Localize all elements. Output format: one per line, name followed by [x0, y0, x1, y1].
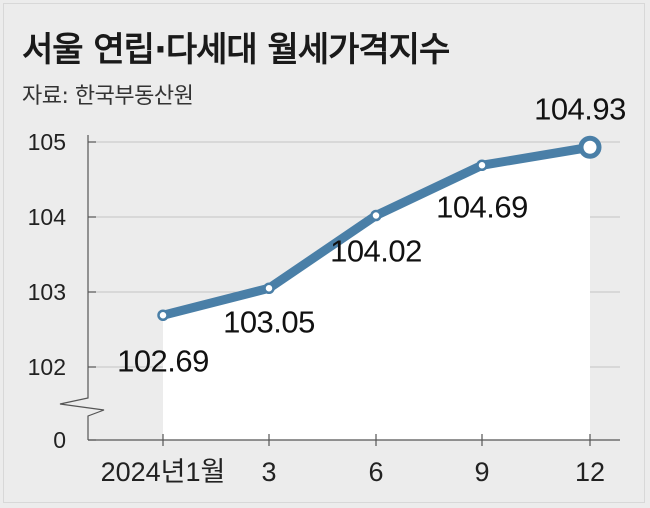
- chart-frame: [3, 3, 645, 503]
- data-label: 103.05: [223, 304, 315, 339]
- data-label: 104.69: [436, 189, 528, 224]
- data-point: [157, 309, 169, 321]
- data-point: [370, 209, 382, 222]
- y-tick-label: 102: [28, 354, 66, 380]
- y-tick-label: 103: [28, 279, 66, 305]
- y-tick-label: 105: [28, 129, 66, 155]
- axis-break: [59, 392, 105, 440]
- area-fill: [163, 147, 590, 440]
- data-point: [476, 159, 488, 171]
- x-tick-label: 2024년1월: [101, 457, 226, 487]
- data-label: 104.93: [534, 91, 626, 126]
- chart-source: 자료: 한국부동산원: [22, 84, 194, 109]
- x-tick-label: 9: [474, 457, 489, 487]
- x-tick-label: 6: [368, 457, 383, 487]
- y-tick-label: 104: [28, 204, 67, 230]
- data-label: 104.02: [330, 234, 422, 269]
- data-label: 102.69: [117, 343, 209, 378]
- data-point-highlight: [578, 135, 602, 159]
- chart-title: 서울 연립·다세대 월세가격지수: [22, 30, 450, 70]
- data-point: [263, 282, 275, 294]
- x-tick-label: 12: [575, 457, 605, 487]
- y-tick-label: 0: [53, 427, 66, 453]
- x-tick-label: 3: [261, 457, 276, 487]
